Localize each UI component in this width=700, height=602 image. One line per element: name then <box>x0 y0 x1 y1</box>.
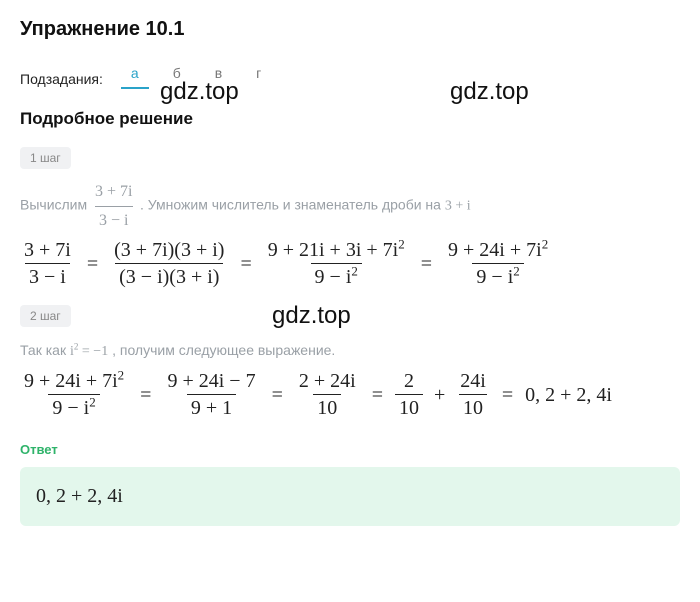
answer-value: 0, 2 + 2, 4i <box>36 485 123 507</box>
fraction: 9 + 24i + 7i29 − i2 <box>20 371 128 418</box>
subtasks-list: а б в г <box>131 65 261 87</box>
step-badge-1: 1 шаг <box>20 147 71 169</box>
step-1-eqrow: 3 + 7i3 − i = (3 + 7i)(3 + i)(3 − i)(3 + i… <box>20 240 680 287</box>
subtasks-label: Подзадания: <box>20 71 103 87</box>
equation-text: 0, 2 + 2, 4i <box>525 385 612 405</box>
exercise-title: Упражнение 10.1 <box>20 18 680 41</box>
step-1: 1 шаг Вычислим 3 + 7i 3 − i . Умножим чи… <box>20 147 680 287</box>
step-1-inline-frac: 3 + 7i 3 − i <box>91 199 140 214</box>
fraction: 2 + 24i10 <box>295 371 360 418</box>
step-1-text-tail: 3 + i <box>445 199 471 214</box>
solution-heading: Подробное решение <box>20 109 680 129</box>
step-1-text: Вычислим 3 + 7i 3 − i . Умножим числител… <box>20 181 680 232</box>
subtask-v[interactable]: в <box>215 65 222 87</box>
page-root: Упражнение 10.1 Подзадания: а б в г Подр… <box>0 0 700 602</box>
equals-sign: = <box>498 385 517 405</box>
subtasks-row: Подзадания: а б в г <box>20 65 680 87</box>
step-1-equation: 3 + 7i3 − i = (3 + 7i)(3 + i)(3 − i)(3 + i… <box>20 240 680 287</box>
fraction: 3 + 7i3 − i <box>20 240 75 287</box>
equals-sign: = <box>368 385 387 405</box>
step-2-eqrow: 9 + 24i + 7i29 − i2 = 9 + 24i − 79 + 1 = 2 +… <box>20 371 680 418</box>
fraction: (3 + 7i)(3 + i)(3 − i)(3 + i) <box>110 240 228 287</box>
step-1-text-post: . Умножим числитель и знаменатель дроби … <box>140 197 445 213</box>
answer-label: Ответ <box>20 442 58 457</box>
step-2-text-pre: Так как <box>20 342 70 358</box>
fraction: 210 <box>395 371 423 418</box>
answer-box: 0, 2 + 2, 4i <box>20 467 680 526</box>
step-badge-2: 2 шаг <box>20 305 71 327</box>
plus-sign: + <box>431 385 448 405</box>
equals-sign: = <box>236 254 255 274</box>
step-2-text-post: , получим следующее выражение. <box>112 342 335 358</box>
step-1-text-pre: Вычислим <box>20 197 91 213</box>
equals-sign: = <box>268 385 287 405</box>
equals-sign: = <box>136 385 155 405</box>
fraction: 9 + 24i + 7i29 − i2 <box>444 240 552 287</box>
step-1-inline-num: 3 + 7i <box>91 181 136 206</box>
fraction: 9 + 24i − 79 + 1 <box>163 371 259 418</box>
equals-sign: = <box>417 254 436 274</box>
fraction: 24i10 <box>456 371 490 418</box>
subtask-g[interactable]: г <box>256 65 261 87</box>
step-2-text: Так как i2 = −1 , получим следующее выра… <box>20 339 680 363</box>
step-1-inline-den: 3 − i <box>95 206 132 232</box>
subtask-b[interactable]: б <box>173 65 181 87</box>
fraction: 9 + 21i + 3i + 7i29 − i2 <box>264 240 409 287</box>
step-2-equation: 9 + 24i + 7i29 − i2 = 9 + 24i − 79 + 1 = 2 +… <box>20 371 680 418</box>
equals-sign: = <box>83 254 102 274</box>
step-2-inline-expr: i2 = −1 <box>70 344 108 359</box>
subtask-a[interactable]: а <box>131 65 139 87</box>
step-2: 2 шаг Так как i2 = −1 , получим следующе… <box>20 305 680 418</box>
